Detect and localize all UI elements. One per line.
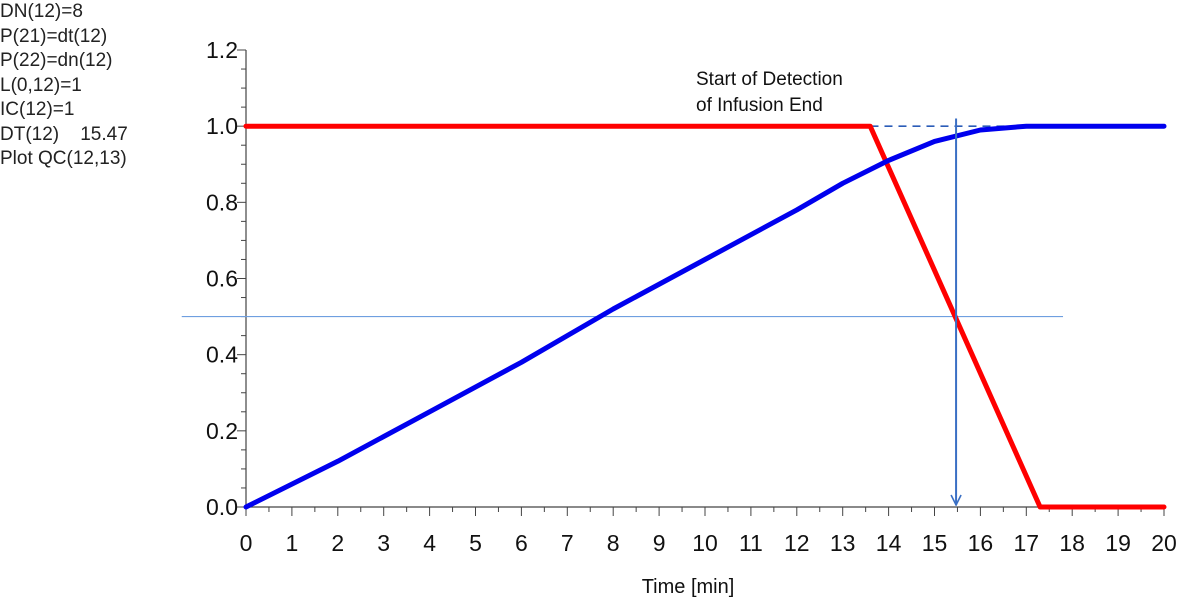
annotation-label: Start of Detection [696, 69, 843, 90]
side-note-line: P(21)=dt(12) [0, 25, 108, 47]
x-tick-label: 13 [830, 530, 856, 556]
x-tick-label: 7 [561, 530, 574, 556]
side-note-line: P(22)=dn(12) [0, 50, 113, 71]
y-tick-label: 1.0 [206, 113, 238, 139]
side-notes: DN(12)=8 P(21)=dt(12) P(22)=dn(12) L(0,12)=… [0, 0, 128, 172]
x-tick-label: 16 [968, 530, 994, 556]
side-note-line: Plot QC(12,13) [0, 148, 127, 169]
x-tick-label: 1 [286, 530, 299, 556]
y-tick-label: 0.0 [206, 494, 238, 520]
x-axis-title: Time [min] [642, 576, 735, 598]
x-tick-label: 19 [1105, 530, 1131, 556]
x-tick-label: 10 [692, 530, 718, 556]
x-tick-label: 14 [876, 530, 902, 556]
x-tick-label: 5 [469, 530, 482, 556]
x-tick-label: 4 [423, 530, 436, 556]
y-tick-label: 0.2 [206, 418, 238, 444]
y-tick-label: 1.2 [206, 37, 238, 63]
side-note-line: DN(12)=8 [0, 1, 83, 22]
x-tick-label: 11 [739, 530, 763, 556]
x-tick-label: 18 [1059, 530, 1085, 556]
x-tick-label: 12 [784, 530, 810, 556]
y-tick-label: 0.6 [206, 266, 238, 292]
blue-series-line [243, 123, 1167, 510]
x-tick-label: 3 [377, 530, 390, 556]
x-tick-label: 2 [331, 530, 344, 556]
x-tick-label: 20 [1151, 530, 1177, 556]
x-tick-label: 6 [515, 530, 528, 556]
x-tick-label: 0 [240, 530, 253, 556]
y-tick-label: 0.4 [206, 342, 238, 368]
x-tick-label: 8 [607, 530, 620, 556]
x-tick-label: 15 [922, 530, 948, 556]
x-tick-label: 9 [653, 530, 666, 556]
side-note-line: L(0,12)=1 [0, 74, 82, 96]
y-tick-label: 0.8 [206, 189, 238, 215]
annotation-label: of Infusion End [696, 95, 823, 116]
side-note-line: DT(12) 15.47 [0, 123, 128, 145]
side-note-line: IC(12)=1 [0, 99, 75, 120]
x-tick-label: 17 [1014, 530, 1040, 556]
